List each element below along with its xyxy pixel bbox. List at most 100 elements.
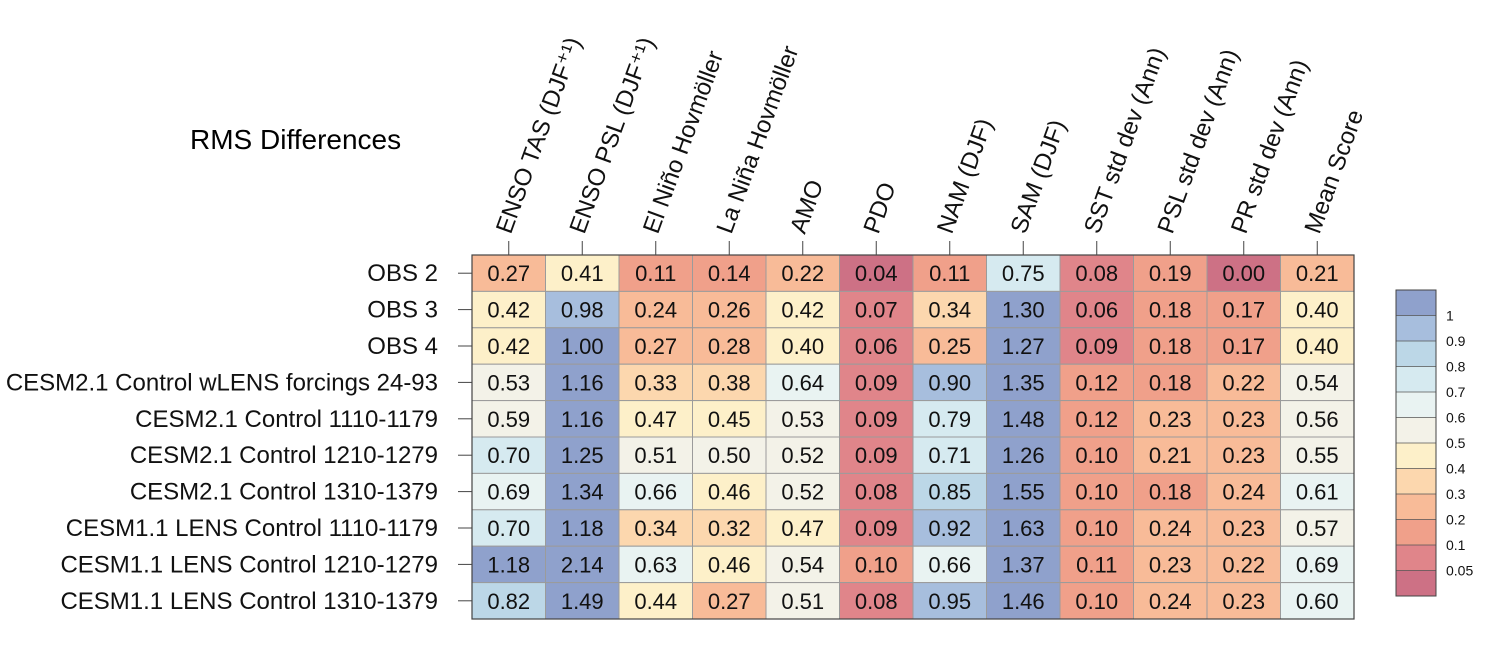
heatmap-cell	[986, 509, 1061, 547]
heatmap-cell	[618, 509, 693, 547]
heatmap-cell	[912, 509, 987, 547]
heatmap-cell	[1280, 400, 1355, 438]
colorbar-tick-label: 0.05	[1446, 563, 1473, 579]
heatmap-cell	[618, 545, 693, 584]
cell-value-label: 1.46	[1002, 589, 1045, 614]
heatmap-cell	[839, 290, 914, 329]
cell-value-label: 0.69	[487, 480, 530, 505]
row-label: OBS 4	[367, 333, 438, 360]
cell-value-label: 0.12	[1075, 407, 1118, 432]
heatmap-cell	[839, 400, 914, 438]
cell-value-label: 0.08	[855, 480, 898, 505]
cell-value-label: 0.53	[781, 407, 824, 432]
row-label: CESM2.1 Control 1110-1179	[135, 406, 438, 433]
cell-value-label: 0.23	[1222, 407, 1265, 432]
cell-value-label: 0.90	[928, 370, 971, 395]
cell-value-label: 0.09	[1075, 334, 1118, 359]
cell-value-label: 0.23	[1222, 589, 1265, 614]
cell-value-label: 1.37	[1002, 552, 1045, 577]
heatmap-cell	[618, 400, 693, 438]
cell-value-label: 1.63	[1002, 516, 1045, 541]
column-label: La Niña Hovmöller	[712, 42, 805, 237]
cell-value-label: 0.24	[1222, 480, 1265, 505]
cell-value-label: 0.82	[487, 589, 530, 614]
cell-value-label: 0.70	[487, 516, 530, 541]
row-label: CESM2.1 Control wLENS forcings 24-93	[6, 369, 438, 396]
cell-value-label: 0.21	[1149, 443, 1192, 468]
cell-value-label: 0.45	[708, 407, 751, 432]
heatmap-cell	[1280, 363, 1355, 402]
cell-value-label: 0.24	[1149, 589, 1192, 614]
heatmap-cell	[1206, 363, 1281, 402]
colorbar-border	[1395, 289, 1437, 597]
cell-value-label: 0.18	[1149, 334, 1192, 359]
cell-value-label: 0.06	[855, 334, 898, 359]
heatmap-border	[471, 254, 1355, 620]
heatmap-cell	[1133, 290, 1208, 329]
cell-value-label: 0.28	[708, 334, 751, 359]
cell-value-label: 0.17	[1222, 298, 1265, 323]
cell-value-label: 1.35	[1002, 370, 1045, 395]
row-label: CESM1.1 LENS Control 1310-1379	[60, 588, 438, 615]
column-label: Mean Score	[1300, 106, 1370, 237]
cell-value-label: 0.54	[1296, 370, 1339, 395]
cell-value-label: 0.12	[1075, 370, 1118, 395]
cell-value-label: 0.57	[1296, 516, 1339, 541]
cell-value-label: 1.26	[1002, 443, 1045, 468]
heatmap-cell	[1206, 545, 1281, 584]
heatmap-cell	[692, 545, 767, 584]
cell-value-label: 0.23	[1149, 552, 1192, 577]
row-label: OBS 3	[367, 297, 438, 324]
colorbar-tick-label: 0.2	[1446, 512, 1466, 528]
cell-value-label: 0.22	[1222, 552, 1265, 577]
heatmap-cell	[545, 436, 620, 474]
cell-value-label: 0.27	[634, 334, 677, 359]
heatmap-cell	[545, 400, 620, 438]
colorbar-tick-label: 0.4	[1446, 461, 1466, 477]
cell-value-label: 0.38	[708, 370, 751, 395]
heatmap-cell	[986, 254, 1061, 292]
cell-value-label: 0.66	[634, 480, 677, 505]
cell-value-label: 0.07	[855, 298, 898, 323]
cell-value-label: 0.09	[855, 407, 898, 432]
colorbar-swatch	[1396, 494, 1436, 520]
heatmap-cell	[986, 472, 1061, 511]
cell-value-label: 2.14	[561, 552, 604, 577]
cell-value-label: 0.42	[487, 298, 530, 323]
cell-value-label: 0.69	[1296, 552, 1339, 577]
cell-value-label: 0.09	[855, 443, 898, 468]
cell-value-label: 0.08	[855, 589, 898, 614]
cell-value-label: 0.24	[634, 298, 677, 323]
cell-value-label: 0.70	[487, 443, 530, 468]
heatmap-cell	[692, 400, 767, 438]
heatmap-cell	[1280, 545, 1355, 584]
row-label: OBS 2	[367, 260, 438, 287]
heatmap-cell	[692, 436, 767, 474]
cell-value-label: 1.16	[561, 370, 604, 395]
cell-value-label: 0.44	[634, 589, 677, 614]
row-label: CESM2.1 Control 1210-1279	[130, 442, 438, 469]
cell-value-label: 0.18	[1149, 480, 1192, 505]
column-label: PR std dev (Ann)	[1226, 56, 1314, 237]
heatmap-cell	[986, 400, 1061, 438]
heatmap-cell	[765, 363, 840, 402]
column-label: PDO	[859, 179, 902, 237]
cell-value-label: 0.10	[1075, 443, 1118, 468]
heatmap-cell	[765, 545, 840, 584]
cell-value-label: 0.21	[1296, 261, 1339, 286]
cell-value-label: 0.10	[1075, 516, 1118, 541]
cell-value-label: 0.08	[1075, 261, 1118, 286]
heatmap-cell	[839, 509, 914, 547]
heatmap-cell	[618, 254, 693, 292]
heatmap-cell	[1059, 290, 1134, 329]
heatmap-cell	[986, 545, 1061, 584]
heatmap-cell	[765, 290, 840, 329]
cell-value-label: 0.40	[1296, 334, 1339, 359]
heatmap-cell	[1280, 254, 1355, 292]
cell-value-label: 0.34	[928, 298, 971, 323]
heatmap-cell	[986, 436, 1061, 474]
cell-value-label: 0.32	[708, 516, 751, 541]
colorbar-tick-label: 0.9	[1446, 333, 1466, 349]
heatmap-cell	[471, 327, 546, 365]
